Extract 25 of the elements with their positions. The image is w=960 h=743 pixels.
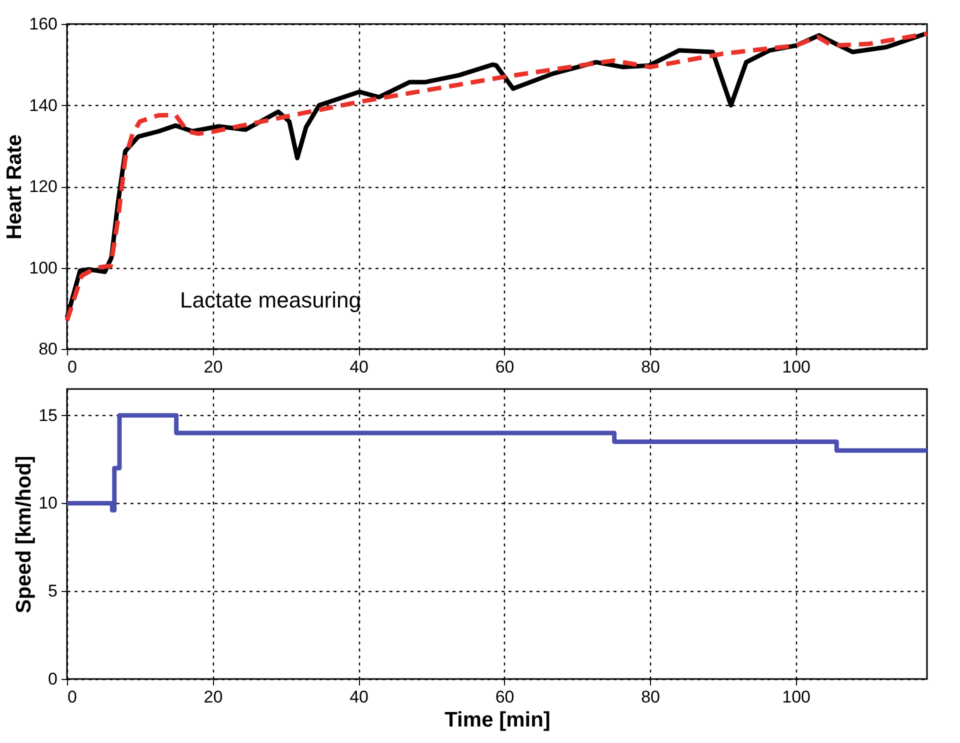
x-tick-label: 80 <box>641 358 660 376</box>
annotation: Lactate measuring <box>180 287 361 312</box>
y-tick-label: 15 <box>38 406 58 425</box>
y-tick-label: 120 <box>29 177 58 196</box>
y-tick-label: 140 <box>29 96 58 115</box>
x-tick-label: 20 <box>204 358 223 376</box>
x-tick-label: 40 <box>350 358 368 376</box>
x-tick-label: 100 <box>782 358 810 376</box>
x-tick-label: 60 <box>495 688 514 706</box>
x-tick-label: 0 <box>68 358 77 376</box>
y-tick-label: 5 <box>48 582 58 601</box>
x-tick-label: 20 <box>204 688 223 706</box>
x-tick-label: 100 <box>782 688 810 706</box>
y-axis-title: Speed [km/hod] <box>12 456 36 614</box>
x-tick-label: 80 <box>641 688 660 706</box>
x-tick-label: 40 <box>350 688 368 706</box>
y-tick-label: 0 <box>48 670 58 688</box>
y-tick-label: 10 <box>38 494 58 513</box>
y-tick-label: 80 <box>38 340 58 358</box>
y-tick-label: 100 <box>29 258 58 278</box>
x-axis-title: Time [min] <box>444 708 550 732</box>
x-tick-label: 0 <box>68 688 77 706</box>
y-tick-label: 160 <box>29 14 58 34</box>
y-axis-title: Heart Rate <box>3 134 26 240</box>
x-tick-label: 60 <box>495 358 514 376</box>
